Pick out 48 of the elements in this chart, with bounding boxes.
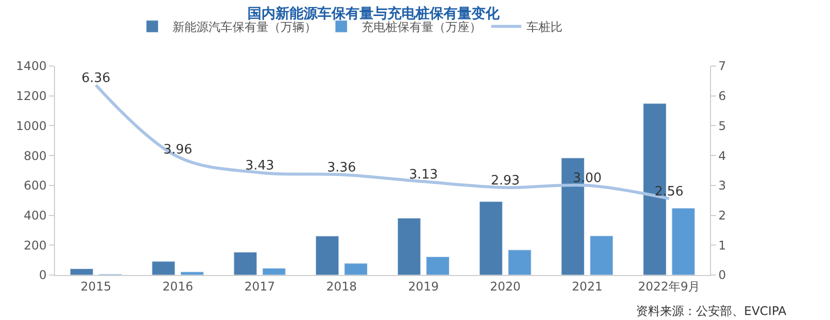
y-tick-label: 0 xyxy=(38,268,47,282)
x-tick-label: 2017 xyxy=(244,279,275,294)
text: 资料来源：公安部、EVCIPA xyxy=(636,304,788,318)
bar xyxy=(590,236,614,275)
y-tick-label: 800 xyxy=(24,148,47,163)
bar xyxy=(262,268,286,275)
y2-tick-label: 0 xyxy=(718,268,726,282)
bar xyxy=(479,201,503,275)
x-tick-label: 2021 xyxy=(572,279,602,294)
bar xyxy=(152,261,176,275)
data-label: 3.36 xyxy=(327,160,356,176)
x-tick-label: 2022年9月 xyxy=(638,279,700,294)
x-tick-label: 2020 xyxy=(490,279,521,294)
y-tick-label: 1400 xyxy=(16,59,47,74)
y-tick-label: 600 xyxy=(24,178,47,193)
y2-tick-label: 4 xyxy=(718,148,726,163)
y-tick-label: 1000 xyxy=(16,118,47,133)
y2-tick-label: 6 xyxy=(718,89,726,104)
bar xyxy=(344,263,368,275)
bar xyxy=(508,250,532,275)
x-tick-label: 2016 xyxy=(162,279,194,294)
legend-label: 充电桩保有量（万座） xyxy=(361,20,482,34)
bar xyxy=(316,236,339,275)
y-tick-label: 400 xyxy=(24,208,47,222)
chart-title: 国内新能源车保有量与充电桩保有量变化 xyxy=(248,4,500,22)
data-label: 2.93 xyxy=(490,173,520,188)
y2-tick-label: 3 xyxy=(718,178,726,193)
y-tick-label: 200 xyxy=(24,238,47,252)
data-label: 6.36 xyxy=(81,70,110,86)
bar xyxy=(70,268,94,275)
bar xyxy=(426,256,450,275)
data-label: 3.96 xyxy=(163,142,192,158)
y2-tick-label: 1 xyxy=(718,238,726,252)
y-tick-label: 1200 xyxy=(16,89,47,104)
x-tick-label: 2018 xyxy=(326,279,357,294)
bar xyxy=(397,218,421,275)
x-tick-label: 2019 xyxy=(408,279,439,294)
legend-label: 新能源汽车保有量（万辆） xyxy=(172,20,316,34)
x-tick-label: 2015 xyxy=(80,279,112,294)
y2-tick-label: 7 xyxy=(718,59,726,74)
data-label: 3.43 xyxy=(245,158,274,174)
y2-tick-label: 5 xyxy=(718,118,726,133)
bar xyxy=(234,252,258,275)
data-label: 3.13 xyxy=(408,167,438,182)
bar xyxy=(672,208,696,275)
y2-tick-label: 2 xyxy=(718,208,726,222)
legend-label: 车桩比 xyxy=(526,20,562,34)
bar xyxy=(180,272,204,275)
